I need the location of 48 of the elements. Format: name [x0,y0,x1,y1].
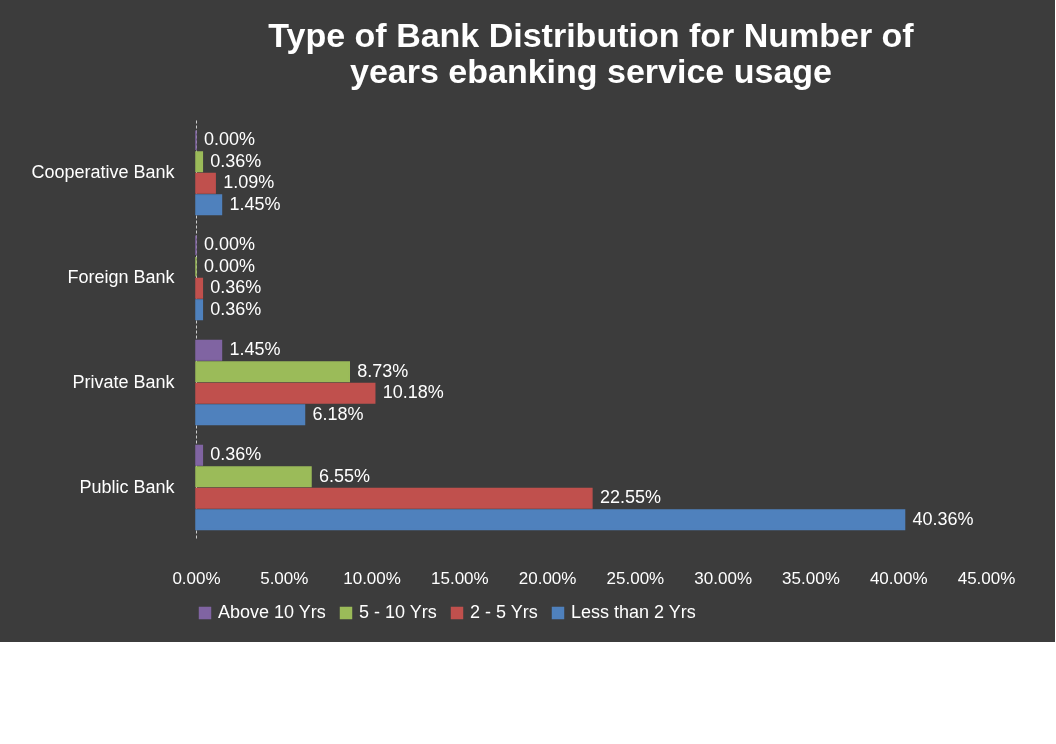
bar [195,151,204,173]
x-tick-label: 10.00% [343,568,401,588]
x-tick-label: 20.00% [518,568,577,588]
bar [195,277,204,299]
bar [195,194,223,216]
bar [195,487,593,509]
data-label: 0.36% [210,277,262,298]
data-label: 0.00% [204,129,256,150]
data-label: 8.73% [357,360,409,381]
x-tick-label: 40.00% [869,568,928,588]
bar [195,466,312,488]
y-tick-label: Public Bank [79,476,176,497]
x-tick-label: 35.00% [782,568,840,588]
x-tick-label: 25.00% [606,568,665,588]
data-label: 0.36% [210,150,262,171]
data-label: 0.36% [210,298,262,319]
y-tick-label: Private Bank [72,371,176,392]
x-tick-label: 45.00% [957,568,1016,588]
bar [195,444,204,466]
bar [195,339,223,361]
data-label: 0.36% [210,444,262,465]
x-tick-label: 15.00% [431,568,489,588]
data-label: 6.18% [312,403,364,424]
x-tick-label: 5.00% [260,568,309,588]
bar [195,382,376,404]
legend-label: 2 - 5 Yrs [470,602,538,622]
data-label: 1.45% [229,193,281,214]
y-tick-label: Cooperative Bank [31,161,176,182]
data-label: 0.00% [204,234,256,255]
bar [195,299,204,321]
data-label: 10.18% [382,382,444,403]
bar [195,509,906,531]
data-label: 1.45% [229,339,281,360]
data-label: 0.00% [204,255,256,276]
bar [195,172,216,194]
legend-label: Less than 2 Yrs [571,602,696,622]
data-label: 1.09% [223,172,275,193]
data-label: 40.36% [912,508,974,529]
x-tick-label: 0.00% [172,568,221,588]
y-tick-label: Foreign Bank [67,266,176,287]
data-label: 22.55% [599,487,661,508]
legend-label: 5 - 10 Yrs [359,602,437,622]
bar [195,404,306,426]
chart-title: Type of Bank Distribution for Number of years ebanking service usage [268,16,915,90]
legend-label: Above 10 Yrs [218,602,326,622]
bar [195,361,351,383]
x-tick-label: 30.00% [694,568,752,588]
data-label: 6.55% [318,465,371,486]
